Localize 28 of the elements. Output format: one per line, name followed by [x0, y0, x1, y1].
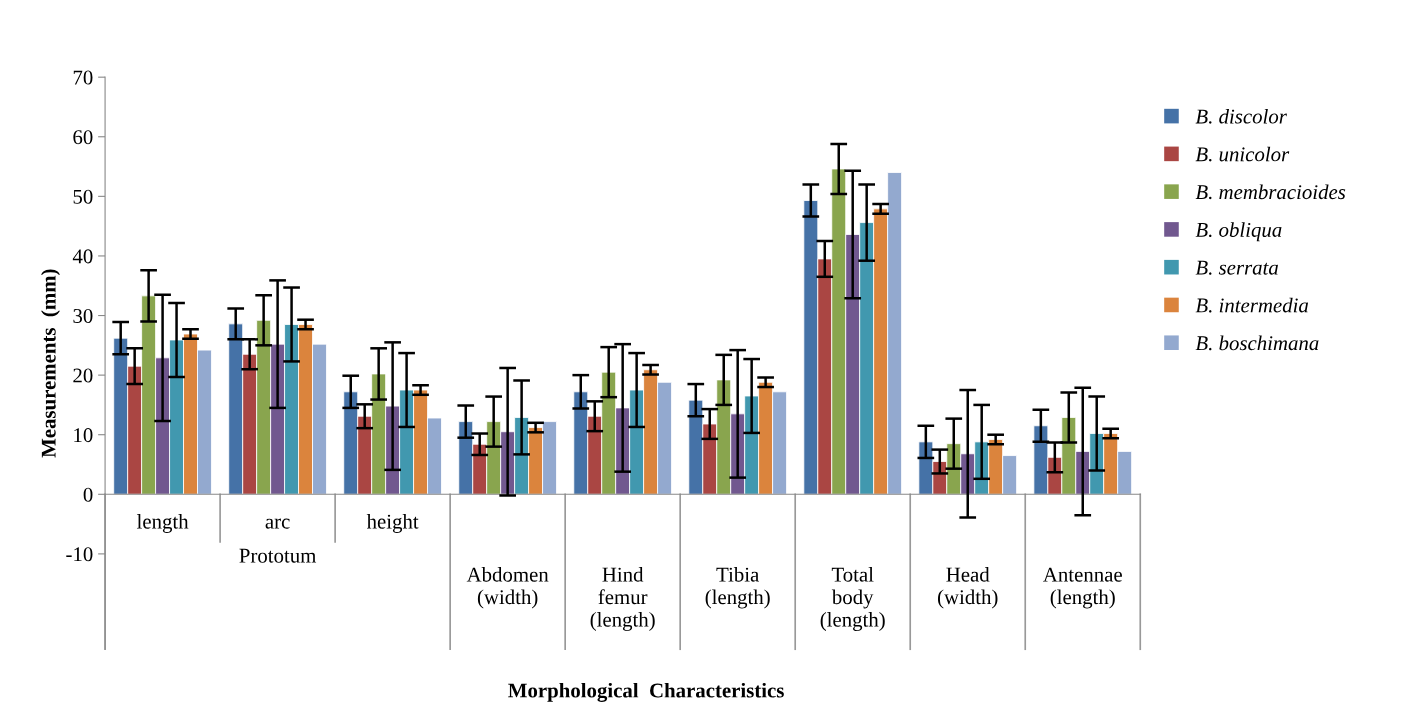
legend-label: B. obliqua [1195, 222, 1282, 242]
x-axis-title: Morphological Characteristics [508, 682, 784, 702]
legend-label: B. discolor [1195, 108, 1287, 124]
legend-label: B. serrata [1195, 260, 1278, 275]
y-tick-label: 20 [73, 368, 93, 383]
x-tick-label: arc [265, 518, 290, 529]
legend-label: B. unicolor [1195, 146, 1290, 162]
x-tick-label: Head (width) [937, 567, 998, 609]
y-axis-title: Measurements (mm) [41, 269, 60, 458]
y-tick-label: 50 [73, 189, 93, 204]
y-tick-label: 40 [72, 249, 93, 264]
x-tick-label: Total body (length) [820, 567, 885, 632]
x-tick-label: length [136, 513, 189, 533]
annotation: Prototum [239, 548, 317, 563]
x-tick-label: Tibia (length) [705, 567, 770, 609]
x-tick-label: height [366, 513, 419, 533]
x-tick-label: Antennae (length) [1043, 567, 1122, 609]
y-tick-label: -10 [66, 547, 93, 562]
x-tick-label: Abdomen (width) [466, 567, 549, 609]
legend-label: B. boschimana [1195, 335, 1319, 351]
legend-label: B. intermedia [1195, 297, 1309, 313]
x-tick-label: Hind femur (length) [590, 567, 655, 631]
y-tick-label: 60 [73, 130, 93, 145]
legend-label: B. membracioides [1195, 184, 1346, 200]
y-tick-label: 0 [83, 487, 93, 502]
y-tick-label: 10 [74, 428, 93, 443]
y-tick-label: 70 [73, 70, 93, 85]
y-tick-label: 30 [73, 308, 93, 323]
